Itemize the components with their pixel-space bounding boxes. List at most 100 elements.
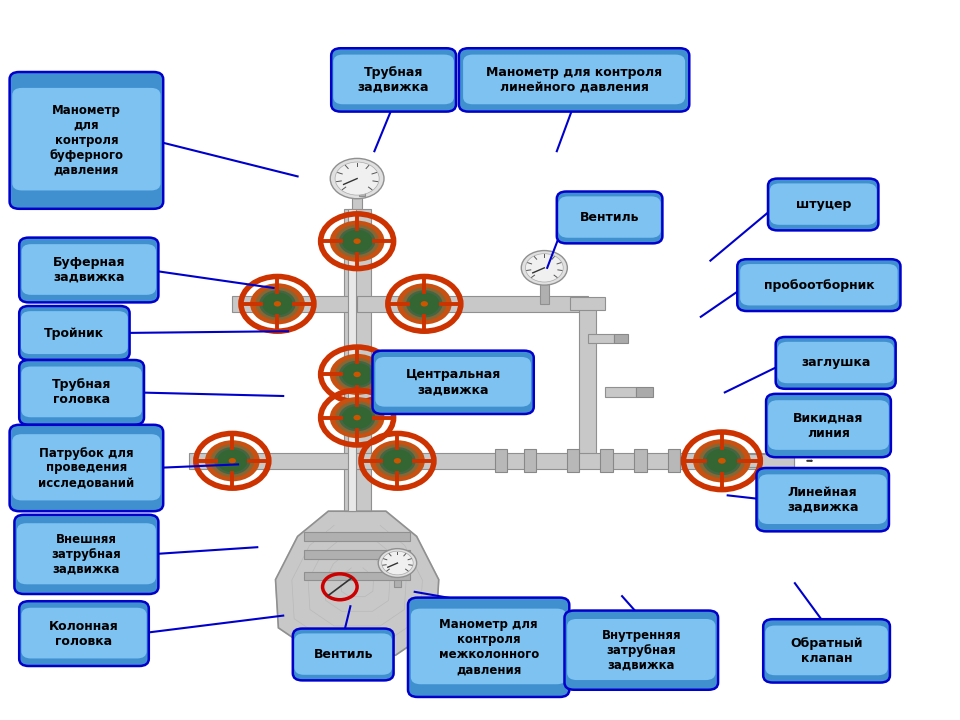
FancyBboxPatch shape — [463, 55, 685, 104]
Bar — [524, 449, 537, 472]
Circle shape — [330, 397, 384, 438]
FancyBboxPatch shape — [408, 598, 569, 697]
Bar — [304, 572, 410, 580]
Bar — [344, 209, 371, 511]
Circle shape — [402, 287, 446, 320]
Circle shape — [521, 251, 567, 285]
Circle shape — [274, 301, 281, 307]
Text: Линейная
задвижка: Линейная задвижка — [787, 486, 858, 513]
Bar — [359, 186, 365, 196]
Bar — [712, 454, 794, 467]
FancyBboxPatch shape — [557, 192, 662, 243]
FancyBboxPatch shape — [372, 351, 534, 414]
Circle shape — [375, 444, 420, 477]
FancyBboxPatch shape — [12, 434, 160, 500]
FancyBboxPatch shape — [770, 184, 876, 225]
FancyBboxPatch shape — [768, 179, 878, 230]
FancyBboxPatch shape — [564, 611, 718, 690]
Text: Вентиль: Вентиль — [580, 211, 639, 224]
Text: Трубная
головка: Трубная головка — [52, 379, 111, 406]
Text: Внутренняя
затрубная
задвижка: Внутренняя затрубная задвижка — [602, 629, 681, 672]
FancyBboxPatch shape — [331, 48, 456, 112]
FancyBboxPatch shape — [14, 515, 158, 594]
Bar — [348, 209, 356, 511]
Circle shape — [353, 415, 361, 420]
FancyBboxPatch shape — [19, 238, 158, 302]
Circle shape — [409, 292, 440, 315]
FancyBboxPatch shape — [19, 601, 149, 666]
Bar — [357, 296, 588, 312]
Circle shape — [382, 552, 413, 575]
Text: Викидная
линия: Викидная линия — [793, 412, 864, 439]
FancyBboxPatch shape — [21, 608, 147, 658]
Circle shape — [353, 238, 361, 244]
Bar — [605, 387, 636, 397]
Text: Манометр для
контроля
межколонного
давления: Манометр для контроля межколонного давле… — [439, 618, 539, 676]
Bar — [588, 333, 614, 343]
Circle shape — [250, 284, 305, 324]
FancyBboxPatch shape — [765, 626, 888, 675]
Polygon shape — [348, 655, 366, 678]
FancyBboxPatch shape — [756, 468, 889, 531]
Bar — [304, 550, 410, 559]
Text: пробоотборник: пробоотборник — [763, 279, 875, 292]
FancyBboxPatch shape — [559, 197, 660, 238]
FancyBboxPatch shape — [411, 608, 566, 684]
Circle shape — [335, 358, 379, 391]
Bar — [566, 449, 580, 472]
Bar — [540, 277, 549, 304]
Circle shape — [342, 363, 372, 386]
Circle shape — [330, 354, 384, 395]
Circle shape — [214, 447, 251, 474]
Text: штуцер: штуцер — [796, 198, 851, 211]
Bar — [495, 449, 508, 472]
Polygon shape — [276, 511, 439, 655]
FancyBboxPatch shape — [766, 394, 891, 457]
Circle shape — [339, 228, 375, 255]
Circle shape — [339, 404, 375, 431]
FancyBboxPatch shape — [333, 55, 454, 104]
FancyBboxPatch shape — [375, 357, 531, 407]
Circle shape — [706, 449, 738, 473]
Bar — [668, 449, 681, 472]
Bar — [304, 532, 410, 541]
Bar — [394, 569, 401, 587]
Circle shape — [420, 301, 428, 307]
Bar — [636, 387, 653, 397]
FancyBboxPatch shape — [21, 244, 156, 295]
Text: Вентиль: Вентиль — [314, 648, 372, 661]
Circle shape — [382, 449, 413, 472]
FancyBboxPatch shape — [740, 264, 898, 305]
Text: Буферная
задвижка: Буферная задвижка — [53, 256, 125, 284]
FancyBboxPatch shape — [19, 306, 130, 360]
Circle shape — [406, 290, 443, 318]
FancyBboxPatch shape — [763, 619, 890, 683]
Circle shape — [339, 361, 375, 388]
FancyBboxPatch shape — [295, 634, 392, 675]
Circle shape — [330, 220, 384, 261]
FancyBboxPatch shape — [21, 366, 142, 418]
Circle shape — [228, 458, 236, 464]
Circle shape — [525, 253, 564, 282]
Bar — [352, 187, 362, 209]
Circle shape — [335, 225, 379, 258]
Text: Колонная
головка: Колонная головка — [49, 620, 119, 647]
Text: заглушка: заглушка — [801, 356, 871, 369]
Circle shape — [370, 440, 424, 482]
Bar — [601, 449, 613, 472]
Circle shape — [342, 406, 372, 429]
Text: Тройник: Тройник — [44, 326, 105, 340]
FancyBboxPatch shape — [778, 342, 894, 383]
Circle shape — [342, 230, 372, 253]
Text: Обратный
клапан: Обратный клапан — [790, 637, 863, 665]
Circle shape — [394, 458, 401, 464]
Circle shape — [353, 372, 361, 377]
FancyBboxPatch shape — [776, 337, 896, 389]
FancyBboxPatch shape — [567, 619, 715, 680]
FancyBboxPatch shape — [758, 474, 887, 524]
Text: Манометр
для
контроля
буферного
давления: Манометр для контроля буферного давления — [49, 104, 124, 177]
FancyBboxPatch shape — [12, 88, 160, 191]
Circle shape — [335, 401, 379, 434]
Bar — [232, 296, 357, 312]
FancyBboxPatch shape — [21, 311, 128, 354]
